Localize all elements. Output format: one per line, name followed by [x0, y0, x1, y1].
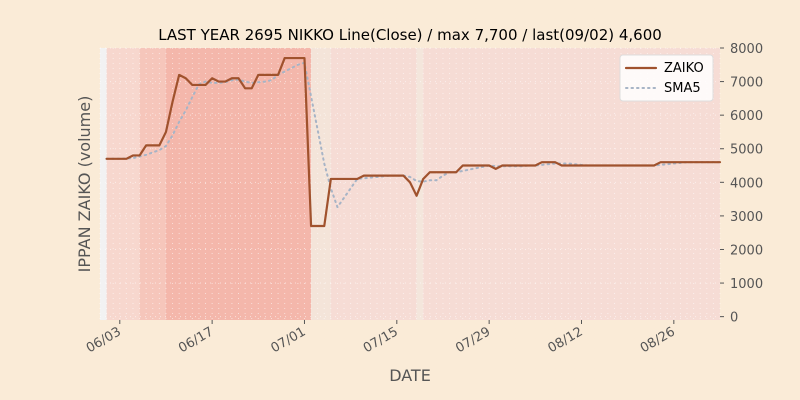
y-tick-label-6: 6000 — [730, 109, 763, 124]
y-tick-label-8: 8000 — [730, 42, 763, 57]
y-tick-label-2: 2000 — [730, 243, 763, 258]
y-tick-label-5: 5000 — [730, 143, 763, 158]
shaded-bands — [100, 48, 720, 320]
legend-label-sma5: SMA5 — [664, 81, 701, 96]
shaded-band-6 — [416, 48, 424, 320]
y-tick-label-3: 3000 — [730, 210, 763, 225]
x-tick-label-2: 07/01 — [269, 324, 309, 356]
chart-title: LAST YEAR 2695 NIKKO Line(Close) / max 7… — [158, 26, 662, 44]
y-tick-label-4: 4000 — [730, 176, 763, 191]
shaded-band-4 — [311, 48, 331, 320]
y-axis-label: IPPAN ZAIKO (volume) — [75, 96, 94, 273]
x-tick-label-5: 08/12 — [546, 324, 586, 356]
series-line-zaiko — [105, 56, 722, 228]
y-tick-label-7: 7000 — [730, 76, 763, 91]
legend-box — [619, 54, 714, 102]
x-tick-label-1: 06/17 — [176, 324, 216, 356]
shaded-band-1 — [106, 48, 140, 320]
x-tick-label-0: 06/03 — [84, 324, 124, 356]
x-tick-label-6: 08/26 — [638, 324, 678, 356]
legend: ZAIKO SMA5 — [619, 54, 714, 102]
shaded-band-0 — [100, 48, 107, 320]
shaded-band-5 — [330, 48, 417, 320]
legend-label-zaiko: ZAIKO — [664, 61, 704, 76]
x-tick-label-3: 07/15 — [361, 324, 401, 356]
y-tick-label-1: 1000 — [730, 277, 763, 292]
y-tick-label-0: 0 — [730, 311, 738, 326]
y-axis-ticks: 0 1000 2000 3000 4000 5000 6000 7000 8000 — [720, 42, 763, 326]
x-axis-label: DATE — [389, 366, 431, 385]
series-lines — [105, 56, 722, 228]
x-tick-label-4: 07/29 — [453, 324, 493, 356]
x-axis-ticks: 06/03 06/17 07/01 07/15 07/29 08/12 08/26 — [84, 320, 678, 356]
